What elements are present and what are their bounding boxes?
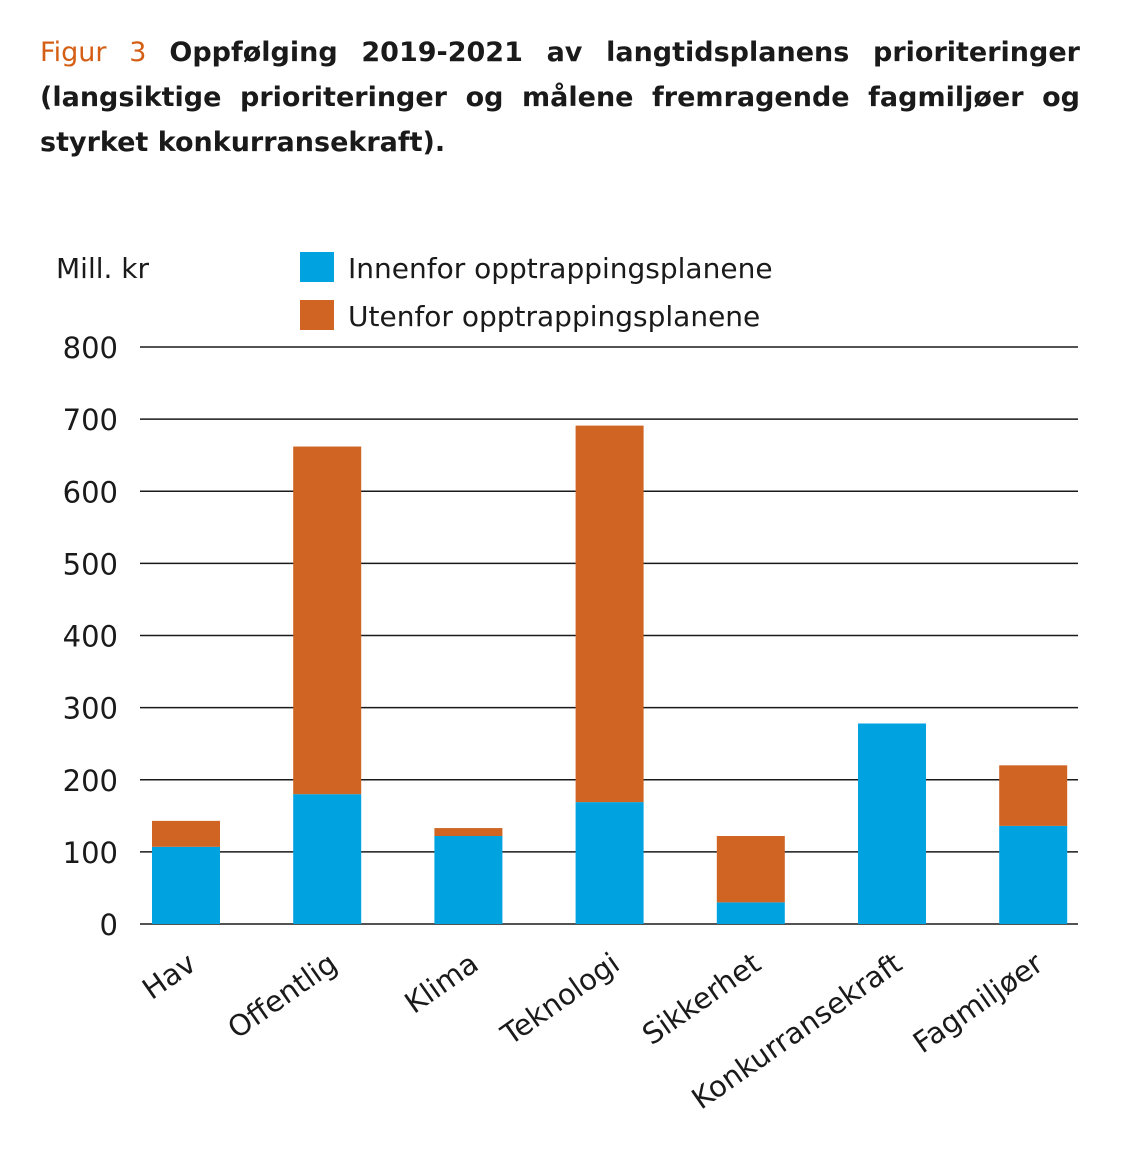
bar-teknologi-innenfor <box>575 802 644 924</box>
bar-sikkerhet-innenfor <box>716 902 785 924</box>
y-axis-tick-labels: 0 100 200 300 400 500 600 700 800 <box>63 331 118 942</box>
x-category-label: Teknologi <box>494 946 626 1052</box>
y-tick-label: 700 <box>63 403 118 437</box>
bar-klima-utenfor <box>434 828 503 837</box>
x-category-label: Sikkerhet <box>636 946 767 1052</box>
bar-konkurransekraft-innenfor <box>858 723 926 924</box>
bar-fagmiljøer-utenfor <box>999 765 1068 826</box>
y-axis-unit-label: Mill. kr <box>56 252 150 285</box>
y-tick-label: 100 <box>63 836 118 870</box>
figure-label: Figur 3 <box>40 37 147 68</box>
x-axis-category-labels: Hav Offentlig Klima Teknologi SikkerhetKonku… <box>136 946 1049 1116</box>
x-category-label: Klima <box>398 946 484 1020</box>
bar-fagmiljøer-innenfor <box>999 825 1068 924</box>
y-tick-label: 400 <box>63 620 118 654</box>
y-tick-label: 800 <box>63 331 118 365</box>
figure-title: Figur 3 Oppfølging 2019-2021 av langtids… <box>40 30 1080 165</box>
legend-label-innenfor: Innenfor opptrappingsplanene <box>348 252 773 285</box>
bar-sikkerhet-utenfor <box>716 836 785 903</box>
figure-caption: Oppfølging 2019-2021 av langtidsplanens … <box>40 37 1080 158</box>
legend-label-utenfor: Utenfor opptrappingsplanene <box>348 300 760 333</box>
legend: Innenfor opptrappingsplanene Utenfor oppt… <box>300 252 773 333</box>
bar-offentlig-innenfor <box>293 794 362 924</box>
y-tick-label: 300 <box>63 692 118 726</box>
bar-hav-utenfor <box>152 820 220 847</box>
bar-teknologi-utenfor <box>575 425 644 803</box>
legend-swatch-innenfor <box>300 252 334 282</box>
legend-swatch-utenfor <box>300 300 334 330</box>
bar-offentlig-utenfor <box>293 446 362 795</box>
y-tick-label: 200 <box>63 764 118 798</box>
y-tick-label: 600 <box>63 475 118 509</box>
bar-klima-innenfor <box>434 836 503 924</box>
x-category-label: Fagmiljøer <box>907 946 1050 1060</box>
x-category-label: Offentlig <box>221 946 343 1046</box>
x-category-label: Hav <box>136 946 202 1006</box>
y-tick-label: 0 <box>100 908 118 942</box>
y-tick-label: 500 <box>63 547 118 581</box>
bar-hav-innenfor <box>152 846 220 924</box>
bar-layer <box>152 425 1068 924</box>
